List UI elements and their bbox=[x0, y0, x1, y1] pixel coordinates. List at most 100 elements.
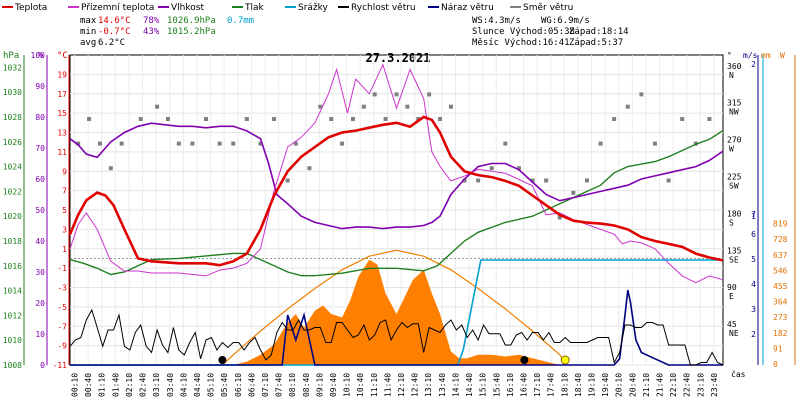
dir-tick-deg-1: 90 bbox=[727, 283, 737, 292]
dir-tick-deg-6: 315 bbox=[727, 99, 742, 108]
ms-tick-5: 7 bbox=[751, 210, 756, 219]
x-tick-6: 03:10 bbox=[152, 373, 161, 397]
x-tick-38: 19:10 bbox=[587, 373, 596, 397]
temp-tick-5: -1 bbox=[57, 264, 67, 273]
wind-direction-point-5 bbox=[138, 117, 143, 121]
dir-tick-lab-0: NE bbox=[729, 329, 739, 338]
x-tick-47: 23:40 bbox=[710, 373, 719, 397]
stat-max-rain: 0.7mm bbox=[227, 16, 254, 26]
legend-label-4: Srážky bbox=[298, 3, 329, 13]
x-tick-9: 04:40 bbox=[193, 373, 202, 397]
wind-direction-point-41 bbox=[584, 178, 589, 183]
temp-axis-label: °C bbox=[57, 51, 68, 61]
wind-direction-point-11 bbox=[217, 141, 222, 146]
solar-radiation-area bbox=[233, 259, 560, 365]
humidity-line bbox=[69, 122, 724, 230]
wind-direction-point-8 bbox=[176, 141, 181, 146]
mm-tick-9: 819 bbox=[773, 220, 788, 229]
temperature-line bbox=[68, 115, 724, 267]
stat-min-label: min bbox=[80, 27, 96, 37]
hpa-tick-7: 1022 bbox=[3, 187, 22, 196]
x-tick-1: 00:40 bbox=[84, 373, 93, 397]
x-tick-35: 17:40 bbox=[547, 373, 556, 397]
pct-axis-label: % bbox=[38, 51, 44, 61]
x-tick-22: 11:10 bbox=[370, 373, 379, 397]
wind-direction-point-34 bbox=[489, 166, 494, 171]
hpa-tick-10: 1028 bbox=[3, 113, 22, 122]
ms-tick-6: 1 bbox=[751, 212, 756, 221]
x-tick-19: 09:40 bbox=[329, 373, 338, 397]
wind-direction-point-39 bbox=[557, 215, 562, 220]
wind-direction-point-17 bbox=[293, 141, 298, 146]
stat-min-pres: 1015.2hPa bbox=[167, 27, 216, 37]
ms-axis-label: m/s bbox=[743, 51, 758, 60]
wind-speed-line bbox=[69, 308, 724, 366]
dir-tick-lab-6: NW bbox=[729, 108, 739, 117]
wind-direction-point-37 bbox=[530, 178, 535, 183]
pct-tick-20: 100 bbox=[31, 51, 46, 60]
legend-label-6: Náraz větru bbox=[441, 3, 494, 13]
dir-tick-deg-7: 360 bbox=[727, 62, 742, 71]
wind-direction-point-43 bbox=[612, 117, 617, 121]
wind-direction-point-3 bbox=[108, 166, 113, 171]
x-tick-30: 15:10 bbox=[479, 373, 488, 397]
x-tick-15: 07:40 bbox=[275, 373, 284, 397]
wind-direction-point-48 bbox=[680, 117, 685, 121]
mm-tick-6: 546 bbox=[773, 266, 788, 275]
dir-tick-deg-0: 45 bbox=[727, 320, 737, 329]
temp-tick-6: 1 bbox=[62, 245, 67, 254]
ms-tick-2: 4 bbox=[751, 280, 756, 289]
dir-axis-label: ° bbox=[727, 51, 732, 60]
dir-tick-deg-5: 270 bbox=[727, 136, 742, 145]
x-tick-42: 21:10 bbox=[642, 373, 651, 397]
wind-direction-point-46 bbox=[652, 141, 657, 146]
wind-direction-point-23 bbox=[361, 104, 366, 109]
x-tick-18: 09:10 bbox=[315, 373, 324, 397]
pct-tick-10: 50 bbox=[35, 206, 45, 215]
solar-theoretical-line bbox=[221, 249, 568, 366]
stat-max-label: max bbox=[80, 16, 97, 26]
wind-direction-point-47 bbox=[666, 178, 671, 183]
pct-tick-4: 20 bbox=[35, 299, 45, 308]
wind-direction-point-14 bbox=[258, 141, 263, 146]
dir-tick-deg-4: 225 bbox=[727, 173, 742, 182]
pct-tick-18: 90 bbox=[35, 82, 45, 91]
x-tick-12: 06:10 bbox=[234, 373, 243, 397]
wind-direction-point-1 bbox=[87, 117, 92, 121]
mm-tick-8: 728 bbox=[773, 235, 788, 244]
mm-tick-7: 637 bbox=[773, 251, 788, 260]
temp-tick-8: 5 bbox=[62, 206, 67, 215]
temp-tick-7: 3 bbox=[62, 225, 67, 234]
wind-direction-point-19 bbox=[318, 104, 323, 109]
dir-tick-lab-5: W bbox=[729, 145, 734, 154]
x-tick-2: 01:10 bbox=[98, 373, 107, 397]
x-tick-34: 17:10 bbox=[533, 373, 542, 397]
wind-direction-point-9 bbox=[190, 141, 195, 146]
x-tick-28: 14:10 bbox=[451, 373, 460, 397]
stat-max-hum: 78% bbox=[143, 16, 160, 26]
hpa-tick-6: 1020 bbox=[3, 212, 22, 221]
x-tick-16: 08:10 bbox=[288, 373, 297, 397]
info-ws: WS:4.3m/s bbox=[472, 16, 521, 26]
temp-tick-4: -3 bbox=[57, 284, 67, 293]
wind-direction-point-40 bbox=[571, 190, 576, 195]
x-tick-21: 10:40 bbox=[356, 373, 365, 397]
temp-tick-3: -5 bbox=[57, 303, 67, 312]
wind-direction-point-36 bbox=[516, 166, 521, 171]
mm-tick-1: 91 bbox=[773, 344, 783, 353]
x-tick-31: 15:40 bbox=[492, 373, 501, 397]
wind-direction-point-25 bbox=[383, 117, 388, 121]
legend-label-2: Vlhkost bbox=[171, 3, 204, 13]
x-tick-40: 20:10 bbox=[615, 373, 624, 397]
x-tick-13: 06:40 bbox=[247, 373, 256, 397]
pct-tick-2: 10 bbox=[35, 330, 45, 339]
wind-direction-point-38 bbox=[544, 178, 549, 183]
info-sun: Slunce Východ:05:38 bbox=[472, 27, 575, 37]
wind-direction-point-35 bbox=[503, 141, 508, 146]
dir-tick-lab-1: E bbox=[729, 292, 734, 301]
pct-tick-16: 80 bbox=[35, 113, 45, 122]
hpa-tick-4: 1016 bbox=[3, 262, 22, 271]
legend-label-1: Přízemní teplota bbox=[81, 3, 154, 13]
temp-tick-0: -11 bbox=[53, 361, 68, 370]
